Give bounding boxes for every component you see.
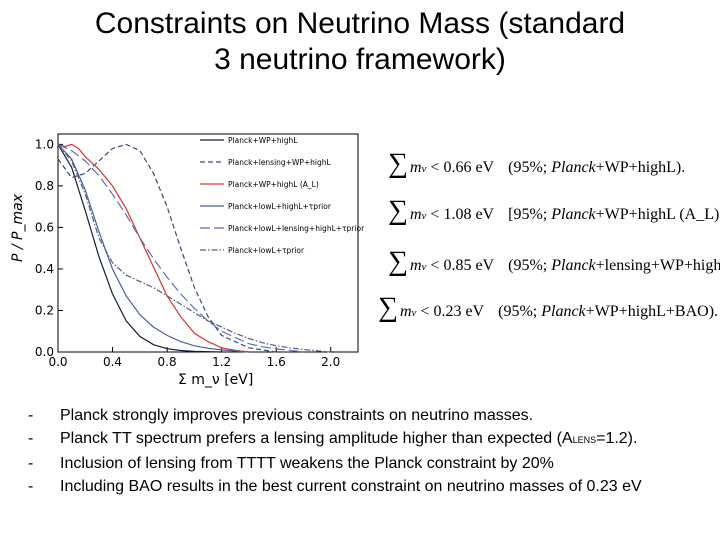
legend-label: Planck+WP+highL (A_L) [228, 180, 319, 189]
y-tick-label: 0.6 [35, 220, 54, 234]
y-tick-label: 0.4 [35, 262, 54, 276]
bullet-item: - Planck strongly improves previous cons… [28, 404, 718, 427]
x-axis-label: Σ m_ν [eV] [178, 372, 253, 388]
constraint-value: < 1.08 eV [430, 206, 495, 223]
constraint-var: m [409, 159, 422, 176]
series-line [57, 144, 331, 353]
constraint-var: m [399, 303, 412, 320]
constraint-note: (95%; Planck+lensing+WP+highL), [508, 257, 720, 274]
x-tick-label: 0.8 [158, 355, 177, 369]
bullet-dash: - [28, 455, 34, 472]
bullet-text: Inclusion of lensing from TTTT weakens t… [60, 455, 554, 472]
y-tick-label: 0.2 [35, 303, 54, 317]
legend-label: Planck+lowL+highL+τprior [228, 202, 332, 211]
bullet-dash: - [28, 478, 34, 495]
y-tick-label: 1.0 [35, 137, 54, 151]
bullet-dash: - [28, 407, 34, 424]
bullet-list: - Planck strongly improves previous cons… [28, 404, 718, 498]
legend-label: Planck+lowL+τprior [228, 246, 305, 255]
constraint-sub: ν [411, 307, 417, 319]
sum-symbol: ∑ [388, 195, 408, 226]
constraint-value: < 0.85 eV [430, 257, 495, 274]
constraint-value: < 0.66 eV [430, 159, 495, 176]
legend-label: Planck+WP+highL [228, 136, 298, 145]
y-axis-label: P / P_max [10, 193, 26, 262]
constraint-var: m [409, 206, 422, 223]
sum-symbol: ∑ [388, 246, 408, 277]
legend: Planck+WP+highL Planck+lensing+WP+highL Pl… [200, 136, 365, 255]
series-line [57, 143, 277, 353]
series-line [57, 143, 304, 353]
constraint-note: [95%; Planck+WP+highL (A_L)], [508, 206, 720, 223]
constraint-value: < 0.23 eV [420, 303, 485, 320]
bullet-dash: - [28, 430, 34, 447]
constraint-sub: ν [421, 261, 427, 273]
x-tick-label: 1.2 [212, 355, 231, 369]
y-tick-label: 0.0 [35, 345, 54, 359]
legend-label: Planck+lensing+WP+highL [228, 158, 332, 167]
neutrino-mass-posterior-chart: 0.0 0.4 0.8 1.2 1.6 2.0 0.0 0.2 0.4 0.6 0.8 1.0 Pla… [10, 133, 365, 388]
x-tick-label: 2.0 [321, 355, 340, 369]
series-line [57, 144, 222, 353]
slide-title: Constraints on Neutrino Mass (standard 3… [0, 6, 720, 78]
x-tick-label: 1.6 [267, 355, 286, 369]
lens-subscript: LENS [572, 435, 597, 445]
y-tick-label: 0.8 [35, 179, 54, 193]
sum-symbol: ∑ [378, 292, 398, 323]
bullet-text: Including BAO results in the best curren… [60, 478, 642, 495]
series-line [57, 143, 249, 353]
constraint-note: (95%; Planck+WP+highL). [508, 159, 686, 176]
x-tick-label: 0.0 [48, 355, 67, 369]
sum-symbol: ∑ [388, 148, 408, 179]
constraint-var: m [409, 257, 422, 274]
constraint-sub: ν [421, 210, 427, 222]
constraint-sub: ν [421, 163, 427, 175]
bullet-item: - Inclusion of lensing from TTTT weakens… [28, 452, 718, 475]
x-tick-label: 0.4 [103, 355, 122, 369]
legend-label: Planck+lowL+lensing+highL+τprior [228, 224, 365, 233]
constraint-note: (95%; Planck+WP+highL+BAO). [498, 303, 719, 320]
series-lines [57, 143, 331, 353]
axis-ticks: 0.0 0.4 0.8 1.2 1.6 2.0 0.0 0.2 0.4 0.6 0.8 1.0 [35, 137, 340, 369]
series-line [57, 143, 249, 353]
slide-title-line-2: 3 neutrino framework) [214, 43, 506, 76]
bullet-item: - Including BAO results in the best curr… [28, 475, 718, 498]
slide-title-line-1: Constraints on Neutrino Mass (standard [94, 7, 626, 40]
bullet-text: Planck TT spectrum prefers a lensing amp… [60, 430, 638, 447]
bullet-text: Planck strongly improves previous constr… [60, 407, 534, 424]
bullet-item: - Planck TT spectrum prefers a lensing a… [28, 427, 718, 452]
